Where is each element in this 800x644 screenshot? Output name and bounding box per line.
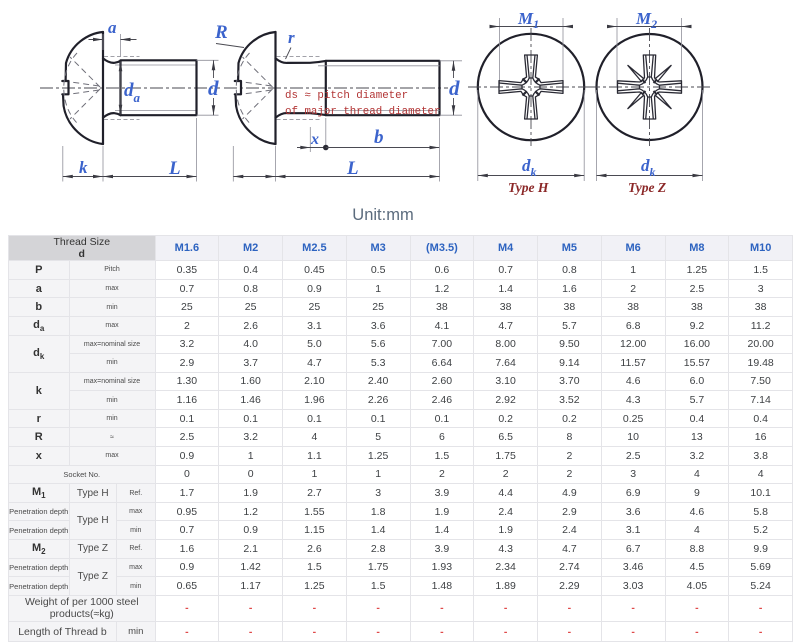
svg-text:a: a — [108, 18, 117, 37]
svg-text:Type H: Type H — [508, 180, 549, 195]
svg-text:d: d — [449, 76, 460, 100]
svg-text:r: r — [288, 28, 295, 47]
svg-text:of major thread diameter: of major thread diameter — [285, 106, 441, 118]
svg-text:Type Z: Type Z — [628, 180, 666, 195]
svg-text:ds ≈ pitch diameter: ds ≈ pitch diameter — [285, 90, 408, 102]
svg-text:L: L — [346, 158, 359, 179]
svg-text:Unit:mm: Unit:mm — [352, 206, 413, 224]
svg-text:M2: M2 — [635, 9, 657, 31]
svg-text:R: R — [214, 22, 228, 43]
svg-text:b: b — [374, 127, 384, 148]
svg-text:da: da — [124, 80, 141, 105]
svg-text:x: x — [310, 131, 319, 148]
svg-text:M1: M1 — [517, 9, 539, 31]
svg-text:d: d — [208, 76, 219, 100]
svg-text:L: L — [168, 158, 181, 179]
svg-text:k: k — [79, 158, 88, 177]
